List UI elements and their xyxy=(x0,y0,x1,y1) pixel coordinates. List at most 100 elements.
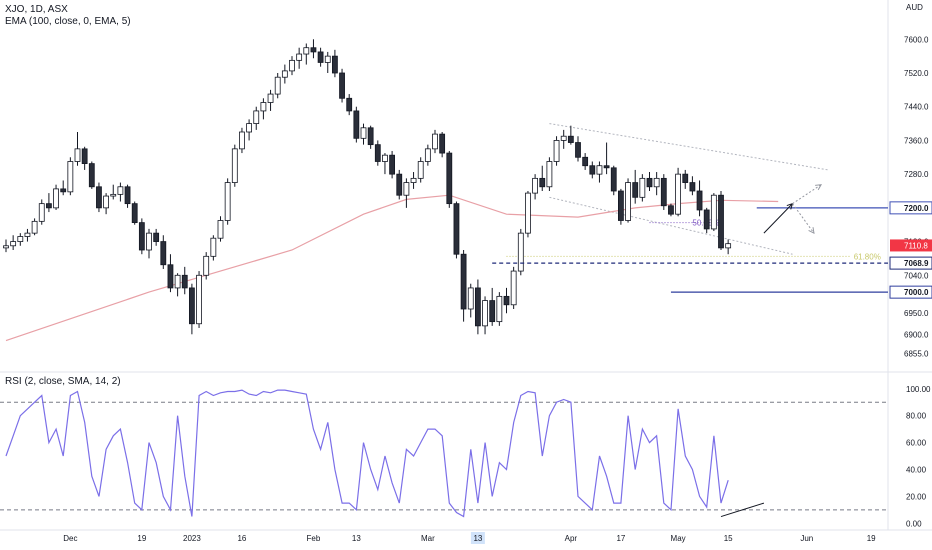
x-tick-highlight xyxy=(470,532,485,544)
channel-trendline xyxy=(549,123,829,171)
candle-body xyxy=(389,154,396,175)
candle xyxy=(582,153,589,170)
candle-body xyxy=(339,72,345,99)
level-label: 7068.9 xyxy=(904,259,929,268)
candle xyxy=(210,235,217,261)
candle xyxy=(17,233,24,246)
candle xyxy=(439,132,446,158)
candle-body xyxy=(296,53,303,61)
candle xyxy=(510,266,517,309)
candle xyxy=(81,146,88,170)
x-tick-label: 15 xyxy=(724,534,733,543)
rsi-y-tick-label: 40.00 xyxy=(906,465,927,474)
candle xyxy=(310,39,317,59)
candle-body xyxy=(396,173,403,196)
candle-body xyxy=(46,203,52,209)
candle xyxy=(367,125,374,149)
candle-body xyxy=(31,220,38,234)
candle-body xyxy=(632,182,639,198)
fib-level-label: 61.80% xyxy=(854,252,881,261)
price-y-tick-label: 6900.0 xyxy=(904,330,929,339)
candle-body xyxy=(510,270,517,306)
candle xyxy=(610,165,617,196)
candle xyxy=(10,235,17,250)
level-label-box xyxy=(889,285,932,299)
candle-body xyxy=(303,47,310,55)
candle-body xyxy=(317,51,324,63)
rsi-y-tick-label: 0.00 xyxy=(906,519,922,528)
candle-body xyxy=(160,241,167,266)
candle-body xyxy=(625,182,631,221)
projection-arrowhead xyxy=(815,184,823,191)
candle xyxy=(396,169,403,200)
candle-body xyxy=(353,110,360,139)
candle-body xyxy=(103,195,109,209)
candle-body xyxy=(124,186,131,205)
candle-body xyxy=(660,177,667,207)
rsi-divergence-line xyxy=(720,502,765,518)
candle-body xyxy=(38,203,45,222)
candle xyxy=(668,203,674,217)
candle xyxy=(653,172,660,196)
candle xyxy=(403,178,410,208)
last-price-box xyxy=(890,239,932,252)
candle xyxy=(696,180,703,217)
candle xyxy=(639,174,646,202)
candle-body xyxy=(188,287,195,325)
candle xyxy=(38,199,45,225)
level-label: 7200.0 xyxy=(904,204,929,213)
candle-body xyxy=(60,188,67,193)
rsi-pane: 100.00 80.00 60.00 40.00 20.00 0.00 xyxy=(0,385,931,528)
candle-body xyxy=(231,148,238,183)
candle xyxy=(589,161,596,179)
candle-body xyxy=(432,133,438,150)
candle-body xyxy=(310,47,317,53)
candle xyxy=(560,129,567,149)
candle-body xyxy=(289,59,295,72)
candle-body xyxy=(467,287,474,310)
candle-body xyxy=(174,274,181,289)
candle xyxy=(174,273,181,297)
candle-body xyxy=(274,76,281,95)
x-tick-label: 16 xyxy=(237,534,246,543)
level-label-box xyxy=(889,256,932,270)
x-tick-label: Feb xyxy=(307,534,321,543)
candle-body xyxy=(239,131,245,150)
candle xyxy=(632,169,639,204)
candle xyxy=(167,254,174,293)
candle xyxy=(231,144,238,187)
candle xyxy=(331,49,338,78)
price-y-tick-label: 7600.0 xyxy=(904,35,929,44)
candle xyxy=(525,191,531,238)
candle-body xyxy=(539,177,546,188)
candle-body xyxy=(138,222,145,251)
candle xyxy=(467,283,474,318)
x-tick-label: 17 xyxy=(616,534,625,543)
candle xyxy=(603,142,610,175)
candle xyxy=(596,161,603,183)
candle-body xyxy=(117,186,124,195)
price-y-tick-label: 7040.0 xyxy=(904,271,929,280)
rsi-y-tick-label: 60.00 xyxy=(906,439,927,448)
x-tick-label: 13 xyxy=(473,534,482,543)
last-price-label: 7110.8 xyxy=(904,241,928,250)
candle xyxy=(618,188,624,225)
candle xyxy=(553,136,560,166)
price-chart-title: XJO, 1D, ASX xyxy=(5,4,68,15)
candle-body xyxy=(267,93,274,103)
candle-body xyxy=(482,300,488,327)
candle xyxy=(532,174,538,200)
candle xyxy=(181,266,188,295)
price-pane: AUD 7600.0 7520.0 7440.0 7360.0 7280.0 7200.0 7… xyxy=(0,0,932,530)
candle-body xyxy=(403,182,410,196)
candle xyxy=(546,157,553,191)
candle xyxy=(53,184,59,210)
candle xyxy=(503,287,510,314)
candle xyxy=(446,150,453,208)
candle-body xyxy=(24,232,31,237)
candle xyxy=(324,51,331,73)
candle xyxy=(24,228,31,242)
candle-body xyxy=(346,97,353,112)
candle-body xyxy=(725,243,732,249)
